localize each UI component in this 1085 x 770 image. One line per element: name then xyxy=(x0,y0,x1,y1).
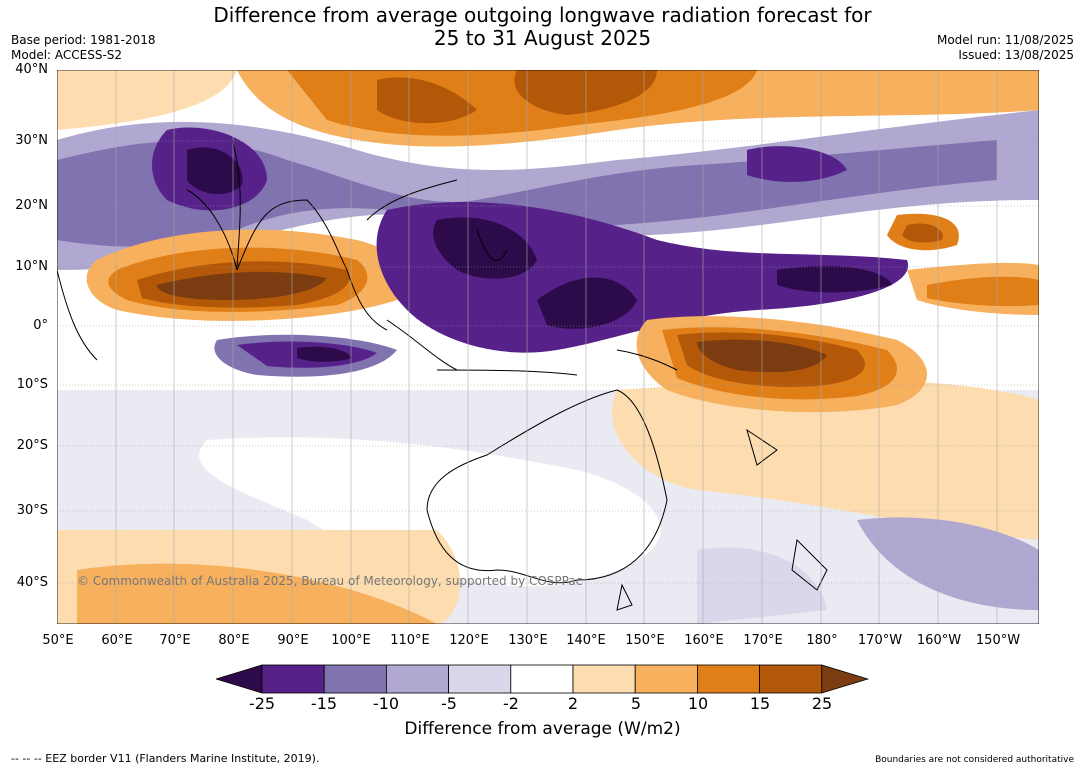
colorbar-tick: -5 xyxy=(441,694,457,713)
colorbar-cell xyxy=(323,664,387,694)
chart-title: Difference from average outgoing longwav… xyxy=(0,4,1085,50)
contour-band xyxy=(611,380,1039,540)
contour-band xyxy=(297,346,352,362)
colorbar-cell xyxy=(385,664,449,694)
colorbar-extend-high xyxy=(821,664,870,694)
lat-label-40s: 40°S xyxy=(16,575,48,590)
lon-label: 150°E xyxy=(625,633,665,648)
lat-label-20s: 20°S xyxy=(16,438,48,453)
colorbar-tick: 15 xyxy=(749,694,771,713)
colorbar-tick: 10 xyxy=(687,694,709,713)
lon-label: 150°W xyxy=(975,633,1021,648)
contour-band xyxy=(157,271,327,300)
colorbar-extend-low xyxy=(216,664,263,694)
contour-band xyxy=(927,276,1039,307)
colorbar-cell xyxy=(448,664,512,694)
lat-label-40n: 40°N xyxy=(15,62,48,77)
lat-label-10n: 10°N xyxy=(15,259,48,274)
meta-right: Model run: 11/08/2025 Issued: 13/08/2025 xyxy=(937,33,1074,63)
contour-band xyxy=(199,437,661,587)
colorbar-tick: 5 xyxy=(630,694,642,713)
lat-label-30n: 30°N xyxy=(15,133,48,148)
lon-label: 60°E xyxy=(101,633,133,648)
colorbar-tick: 2 xyxy=(567,694,579,713)
lon-label: 180° xyxy=(806,633,838,648)
title-line-1: Difference from average outgoing longwav… xyxy=(213,3,872,27)
colorbar-tick: 25 xyxy=(811,694,833,713)
colorbar-tick: -2 xyxy=(503,694,519,713)
lon-label: 90°E xyxy=(277,633,309,648)
colorbar-cell xyxy=(759,664,823,694)
colorbar-cell xyxy=(261,664,325,694)
meta-left: Base period: 1981-2018 Model: ACCESS-S2 xyxy=(11,33,156,63)
lon-label: 160°E xyxy=(684,633,724,648)
copyright-notice: © Commonwealth of Australia 2025, Bureau… xyxy=(77,574,583,588)
lon-label: 70°E xyxy=(159,633,191,648)
colorbar-tick: -15 xyxy=(310,694,338,713)
model-name: Model: ACCESS-S2 xyxy=(11,48,123,62)
contour-band xyxy=(902,223,943,243)
eez-footnote: -- -- -- EEZ border V11 (Flanders Marine… xyxy=(11,752,320,765)
coastlines xyxy=(57,139,828,611)
contour-band xyxy=(433,217,537,279)
lat-label-20n: 20°N xyxy=(15,198,48,213)
contour-band xyxy=(537,277,637,329)
colorbar-tick: -10 xyxy=(372,694,400,713)
anomaly-map xyxy=(57,70,1039,624)
lat-label-30s: 30°S xyxy=(16,503,48,518)
colorbar-tick: -25 xyxy=(248,694,276,713)
contour-band xyxy=(377,77,477,124)
lat-label-0: 0° xyxy=(33,318,48,333)
lon-label: 170°W xyxy=(857,633,903,648)
base-period: Base period: 1981-2018 xyxy=(11,33,156,47)
colorbar-title: Difference from average (W/m2) xyxy=(404,719,681,739)
contour-band xyxy=(777,265,892,293)
lon-label: 120°E xyxy=(449,633,489,648)
colorbar-cell xyxy=(510,664,574,694)
lat-label-10s: 10°S xyxy=(16,377,48,392)
lon-label: 50°E xyxy=(42,633,74,648)
colorbar xyxy=(216,664,870,694)
meridians xyxy=(57,70,998,624)
lon-label: 130°E xyxy=(508,633,548,648)
lon-label: 100°E xyxy=(331,633,371,648)
colorbar-cell xyxy=(572,664,636,694)
contour-band xyxy=(57,70,237,130)
contour-band xyxy=(77,563,437,624)
contour-band xyxy=(857,517,1039,610)
title-line-2: 25 to 31 August 2025 xyxy=(433,26,652,50)
lon-label: 170°E xyxy=(743,633,783,648)
boundaries-disclaimer: Boundaries are not considered authoritat… xyxy=(875,755,1074,765)
contour-band xyxy=(747,146,847,182)
lon-label: 110°E xyxy=(390,633,430,648)
lon-label: 160°W xyxy=(916,633,962,648)
lon-label: 140°E xyxy=(566,633,606,648)
model-run: Model run: 11/08/2025 xyxy=(936,33,1074,47)
issued-date: Issued: 13/08/2025 xyxy=(958,48,1074,62)
contour-band xyxy=(187,147,243,195)
colorbar-cell xyxy=(696,664,760,694)
colorbar-cell xyxy=(634,664,698,694)
lon-label: 80°E xyxy=(218,633,250,648)
